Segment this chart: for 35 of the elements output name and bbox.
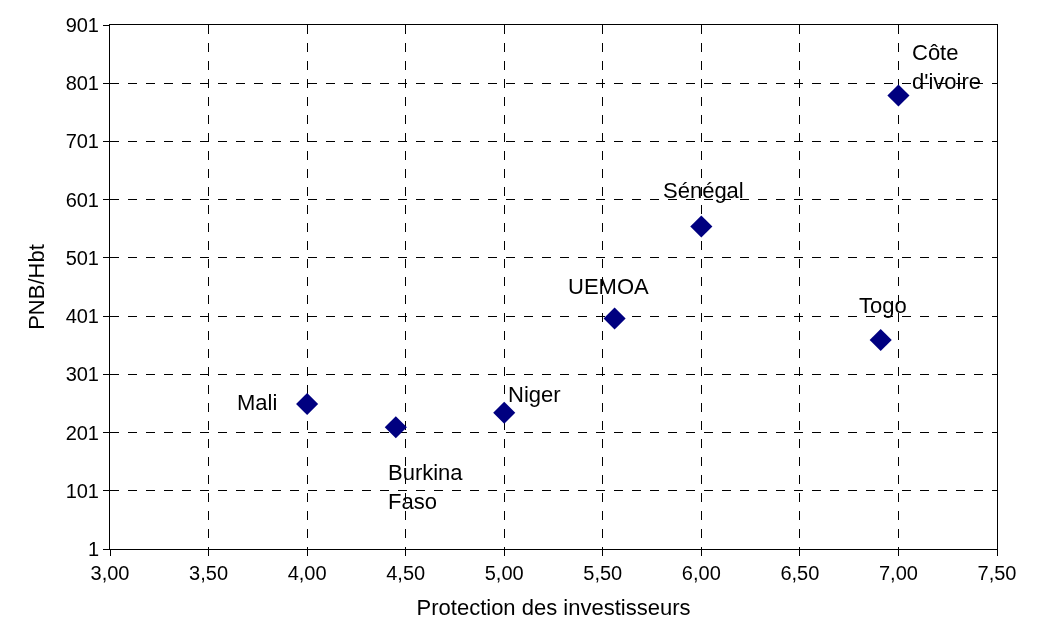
y-tick-label: 901 bbox=[65, 14, 99, 36]
x-tick-label: 4,50 bbox=[386, 562, 426, 584]
y-tick-label: 301 bbox=[65, 363, 99, 386]
annotation: Côte d'ivoire bbox=[912, 40, 982, 94]
annotation: Togo bbox=[859, 293, 907, 318]
y-tick-label: 501 bbox=[65, 246, 99, 269]
x-axis-title: Protection des investisseurs bbox=[416, 594, 691, 620]
annotation: Niger bbox=[508, 382, 561, 407]
y-tick-label: 101 bbox=[65, 479, 99, 502]
x-tick-label: 4,00 bbox=[287, 562, 327, 584]
y-tick-label: 201 bbox=[65, 421, 99, 444]
y-tick-label: 801 bbox=[65, 72, 99, 95]
y-tick-label: 701 bbox=[65, 130, 99, 153]
x-tick-label: 5,50 bbox=[583, 562, 623, 584]
x-tick-label: 3,50 bbox=[189, 562, 229, 584]
point bbox=[603, 307, 626, 330]
point bbox=[869, 328, 892, 352]
y-axis-title: PNB/Hbt bbox=[24, 244, 50, 330]
annotation: UEMOA bbox=[568, 274, 649, 299]
annotation: Mali bbox=[237, 390, 278, 415]
x-tick-label: 3,00 bbox=[90, 562, 130, 584]
x-tick-label: 7,00 bbox=[878, 562, 918, 584]
point bbox=[384, 416, 407, 439]
x-tick-label: 5,00 bbox=[484, 562, 524, 584]
x-tick-label: 7,50 bbox=[977, 562, 1017, 584]
x-tick-label: 6,00 bbox=[681, 562, 721, 584]
point bbox=[296, 392, 319, 416]
point bbox=[690, 215, 713, 238]
x-tick-label: 6,50 bbox=[780, 562, 820, 584]
annotation: Sénégal bbox=[663, 178, 744, 203]
y-tick-label: 601 bbox=[65, 188, 99, 211]
y-tick-label: 1 bbox=[87, 538, 99, 560]
point bbox=[887, 84, 910, 107]
y-tick-label: 401 bbox=[65, 305, 99, 328]
annotation: Burkina Faso bbox=[388, 460, 464, 514]
